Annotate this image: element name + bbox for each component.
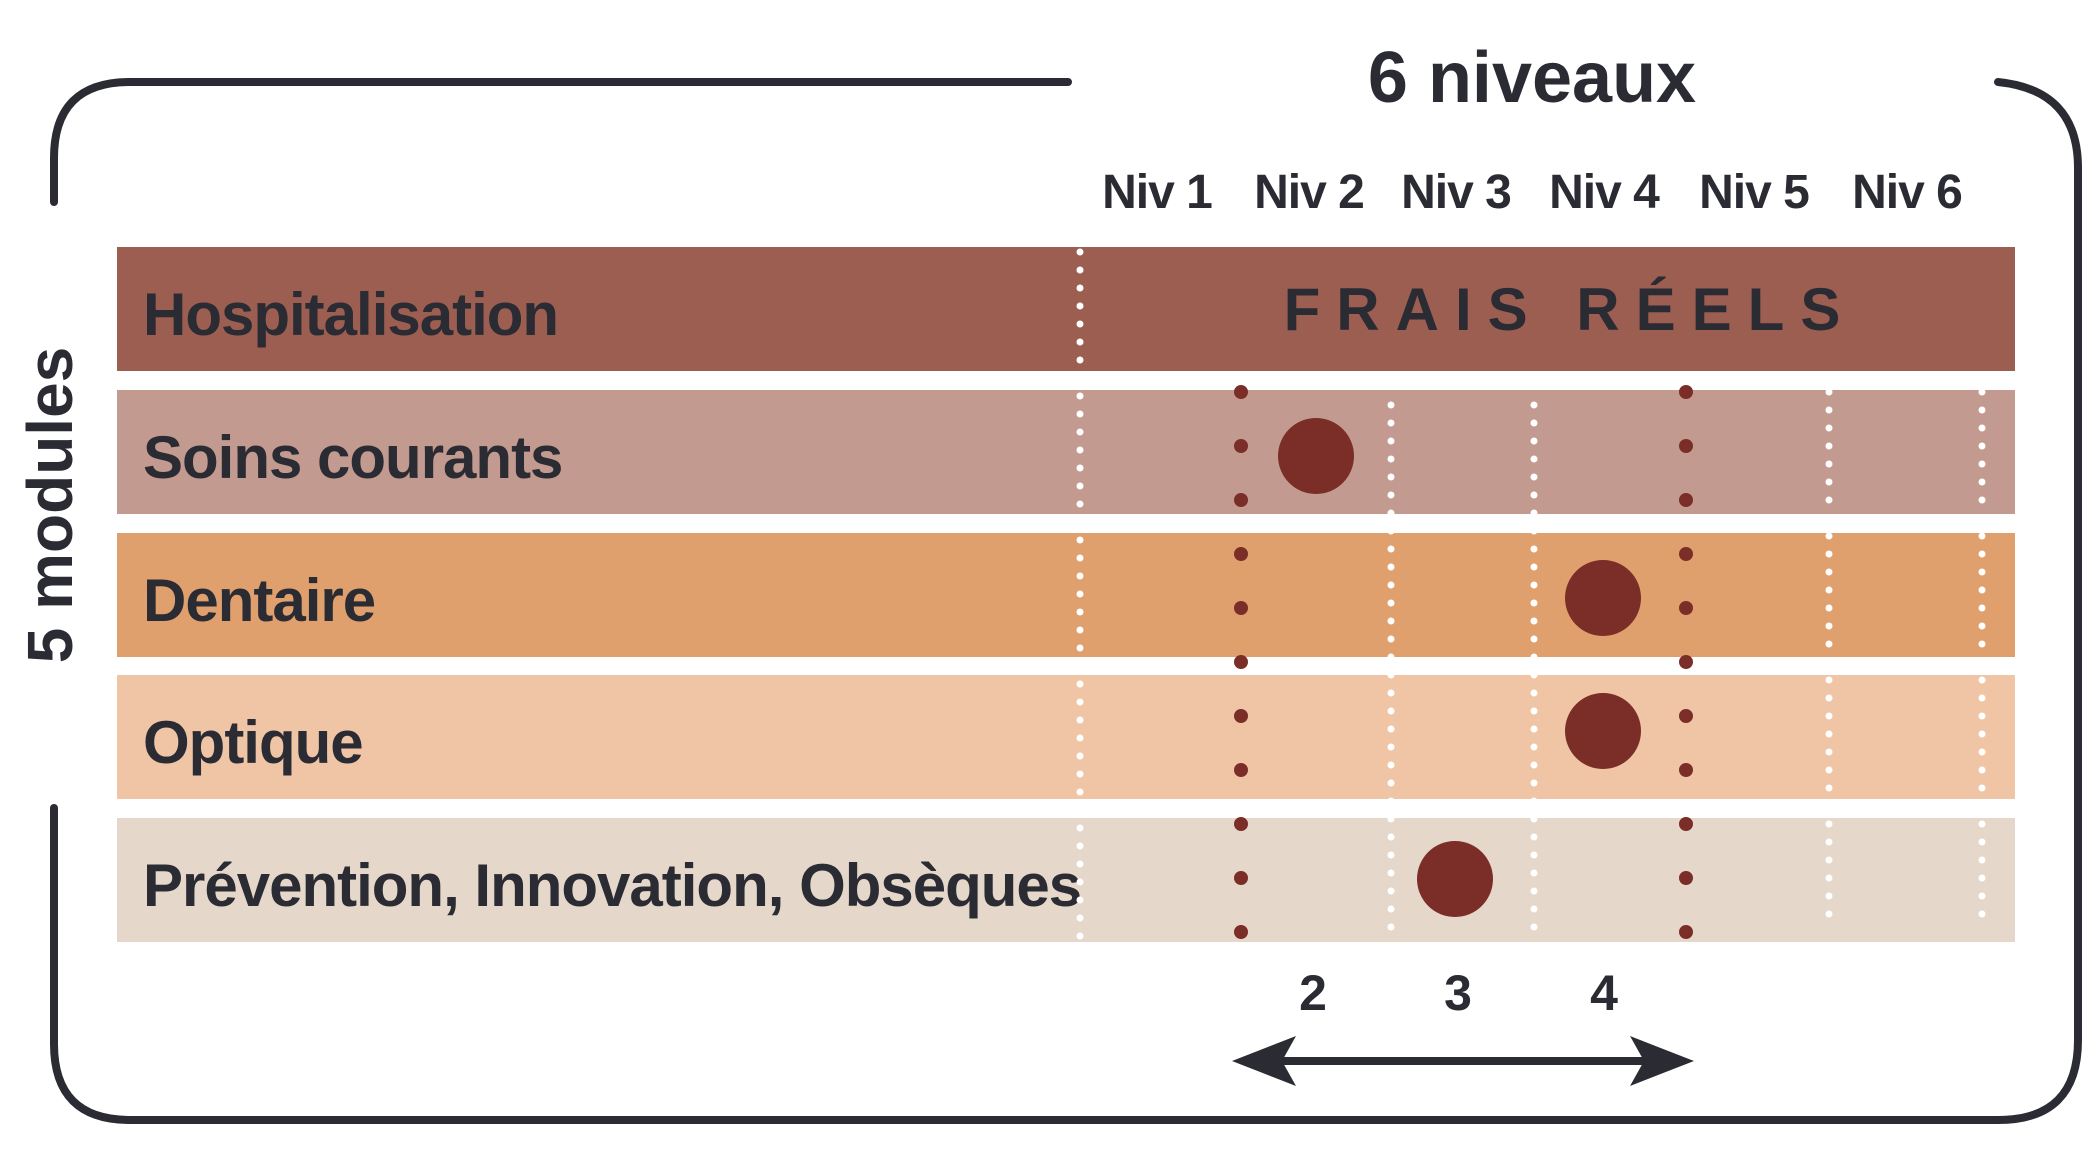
range-arrow bbox=[1232, 1036, 1694, 1086]
module-rows: Hospitalisation Soins courants Dentaire … bbox=[117, 247, 2015, 942]
level-marker-soins-courants bbox=[1278, 418, 1354, 494]
level-header-4: Niv 4 bbox=[1549, 166, 1660, 219]
level-markers bbox=[1278, 418, 1641, 917]
level-header-3: Niv 3 bbox=[1401, 166, 1511, 219]
frame-top-right bbox=[1994, 78, 2082, 1124]
level-header-2: Niv 2 bbox=[1254, 166, 1364, 219]
range-numbers: 2 3 4 bbox=[1299, 965, 1618, 1021]
level-header-1: Niv 1 bbox=[1102, 166, 1212, 219]
column-separators bbox=[1076, 248, 1986, 944]
range-arrow-left-head bbox=[1232, 1036, 1296, 1086]
frame-bottom bbox=[50, 804, 2002, 1124]
level-header-5: Niv 5 bbox=[1699, 166, 1809, 219]
range-number-4: 4 bbox=[1590, 965, 1618, 1021]
row-label-prevention: Prévention, Innovation, Obsèques bbox=[143, 852, 1081, 919]
row-band-soins-courants bbox=[117, 390, 2015, 514]
row-label-optique: Optique bbox=[143, 709, 363, 776]
level-marker-optique bbox=[1565, 693, 1641, 769]
diagram-title: 6 niveaux bbox=[1368, 38, 1696, 118]
row-label-soins-courants: Soins courants bbox=[143, 424, 562, 491]
level-header-6: Niv 6 bbox=[1852, 166, 1962, 219]
frais-reels-note: FRAIS RÉELS bbox=[1284, 276, 1857, 343]
row-label-hospitalisation: Hospitalisation bbox=[143, 281, 558, 348]
range-number-2: 2 bbox=[1299, 965, 1327, 1021]
range-number-3: 3 bbox=[1444, 965, 1472, 1021]
row-band-dentaire bbox=[117, 533, 2015, 657]
level-headers: Niv 1 Niv 2 Niv 3 Niv 4 Niv 5 Niv 6 bbox=[1102, 166, 1963, 219]
row-band-hospitalisation bbox=[117, 247, 2015, 371]
frame-top-left bbox=[50, 78, 1072, 206]
level-marker-dentaire bbox=[1565, 560, 1641, 636]
row-band-optique bbox=[117, 675, 2015, 799]
row-label-dentaire: Dentaire bbox=[143, 567, 375, 634]
level-marker-prevention bbox=[1417, 841, 1493, 917]
side-label: 5 modules bbox=[14, 347, 86, 664]
row-band-prevention bbox=[117, 818, 2015, 942]
outer-frame bbox=[50, 78, 2082, 1124]
range-arrow-right-head bbox=[1630, 1036, 1694, 1086]
